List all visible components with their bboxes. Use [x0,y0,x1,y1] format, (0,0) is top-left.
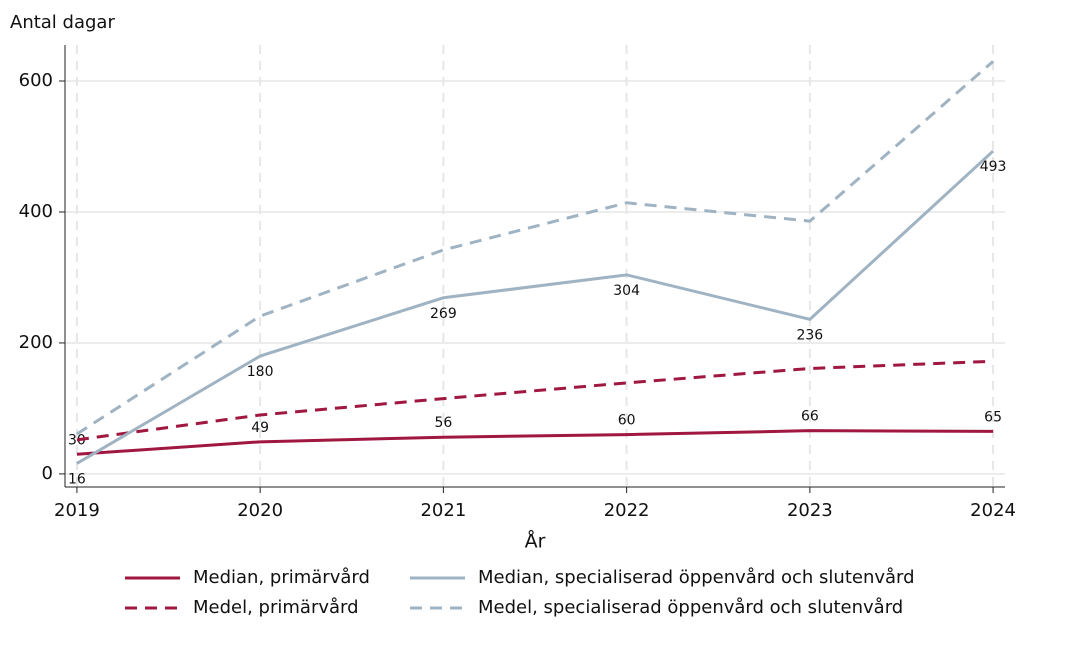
legend-label: Median, primärvård [193,567,370,588]
data-label: 60 [618,413,636,429]
x-tick-label: 2019 [54,500,100,521]
series-line [76,359,994,442]
series-line [76,429,994,456]
data-label: 65 [984,409,1002,425]
x-tick-label: 2024 [970,500,1016,521]
data-label: 493 [980,159,1007,175]
x-tick-label: 2021 [420,500,466,521]
series-line [76,149,995,465]
x-tick-label: 2022 [604,500,650,521]
y-tick-label: 200 [19,332,53,353]
legend-label: Medel, primärvård [193,597,359,618]
data-label: 30 [68,432,86,448]
x-axis-title: År [525,530,546,553]
legend-label: Median, specialiserad öppenvård och slut… [478,567,915,588]
y-axis-title: Antal dagar [10,12,115,33]
series-line [76,60,995,436]
x-tick-label: 2023 [787,500,833,521]
legend-label: Medel, specialiserad öppenvård och slute… [478,597,903,618]
data-label: 49 [251,420,269,436]
data-label: 56 [434,415,452,431]
y-tick-label: 600 [19,70,53,91]
data-label: 304 [613,283,640,299]
y-tick-label: 0 [42,463,53,484]
x-tick-label: 2020 [237,500,283,521]
data-label: 236 [796,327,823,343]
data-label: 269 [430,306,457,322]
data-label: 16 [68,471,86,487]
data-label: 180 [247,364,274,380]
data-label: 66 [801,409,819,425]
y-tick-label: 400 [19,201,53,222]
